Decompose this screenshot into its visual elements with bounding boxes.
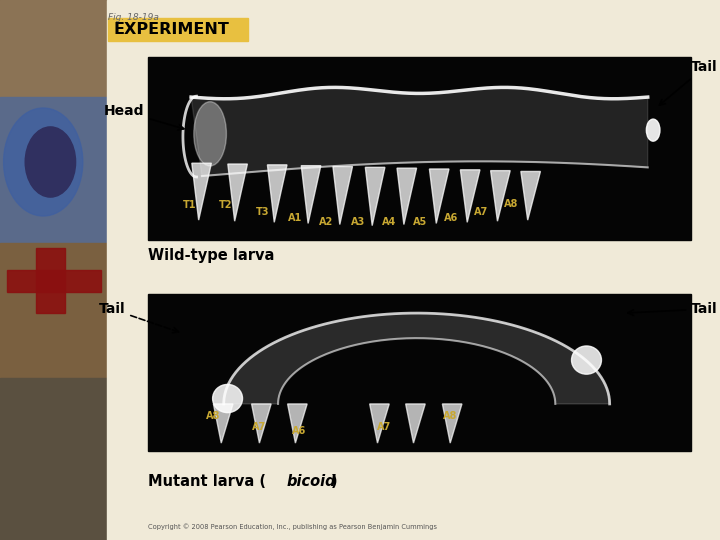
Polygon shape: [365, 167, 385, 226]
Bar: [0, 97, 107, 243]
Polygon shape: [213, 404, 233, 443]
Polygon shape: [490, 171, 510, 221]
Text: ): ): [331, 474, 338, 489]
Bar: [0, 243, 107, 378]
Polygon shape: [429, 169, 449, 224]
Bar: [108, 18, 248, 40]
Text: Head: Head: [104, 104, 184, 130]
Text: A8: A8: [504, 199, 518, 208]
Bar: [107, 0, 720, 540]
Text: A7: A7: [377, 422, 391, 431]
Polygon shape: [192, 163, 212, 220]
Text: A8: A8: [443, 411, 457, 421]
Bar: [0, 0, 107, 540]
Text: Tail: Tail: [660, 60, 718, 105]
Polygon shape: [442, 404, 462, 443]
Text: A6: A6: [292, 426, 306, 436]
Text: A8: A8: [206, 411, 220, 421]
Text: T2: T2: [219, 200, 232, 211]
Text: Tail: Tail: [628, 302, 718, 316]
Bar: [7, 270, 101, 292]
Text: A6: A6: [444, 213, 458, 223]
Text: T1: T1: [184, 200, 197, 211]
Text: Tail: Tail: [99, 302, 179, 333]
Polygon shape: [369, 404, 390, 443]
Polygon shape: [460, 170, 480, 222]
Text: A2: A2: [319, 217, 333, 227]
Ellipse shape: [4, 108, 83, 216]
Text: A7: A7: [474, 207, 488, 217]
Text: bicoid: bicoid: [287, 474, 336, 489]
Text: Wild-type larva: Wild-type larva: [148, 248, 274, 263]
Polygon shape: [191, 87, 648, 176]
Bar: [0, 0, 107, 97]
Text: Mutant larva (: Mutant larva (: [148, 474, 266, 489]
Polygon shape: [405, 404, 426, 443]
Bar: [148, 57, 691, 240]
Polygon shape: [251, 404, 271, 443]
Text: T3: T3: [256, 207, 269, 217]
Polygon shape: [521, 171, 541, 220]
Bar: [0, 378, 107, 540]
Polygon shape: [301, 166, 321, 224]
Ellipse shape: [572, 346, 601, 374]
Polygon shape: [224, 313, 610, 404]
Polygon shape: [333, 166, 353, 225]
Ellipse shape: [194, 102, 226, 166]
Polygon shape: [228, 164, 248, 221]
Text: A3: A3: [351, 217, 365, 227]
Text: A1: A1: [288, 213, 302, 223]
Bar: [148, 294, 691, 451]
Ellipse shape: [647, 119, 660, 141]
Ellipse shape: [25, 127, 76, 197]
Text: A4: A4: [382, 217, 396, 227]
Text: A7: A7: [252, 422, 266, 431]
Bar: [36, 248, 65, 313]
Polygon shape: [287, 404, 307, 443]
Text: A5: A5: [413, 217, 427, 227]
Polygon shape: [397, 168, 417, 225]
Text: Fig. 18-19a: Fig. 18-19a: [108, 14, 159, 23]
Ellipse shape: [212, 384, 243, 413]
Text: Copyright © 2008 Pearson Education, Inc., publishing as Pearson Benjamin Cumming: Copyright © 2008 Pearson Education, Inc.…: [148, 524, 436, 530]
Polygon shape: [267, 165, 287, 222]
Text: EXPERIMENT: EXPERIMENT: [114, 22, 230, 37]
